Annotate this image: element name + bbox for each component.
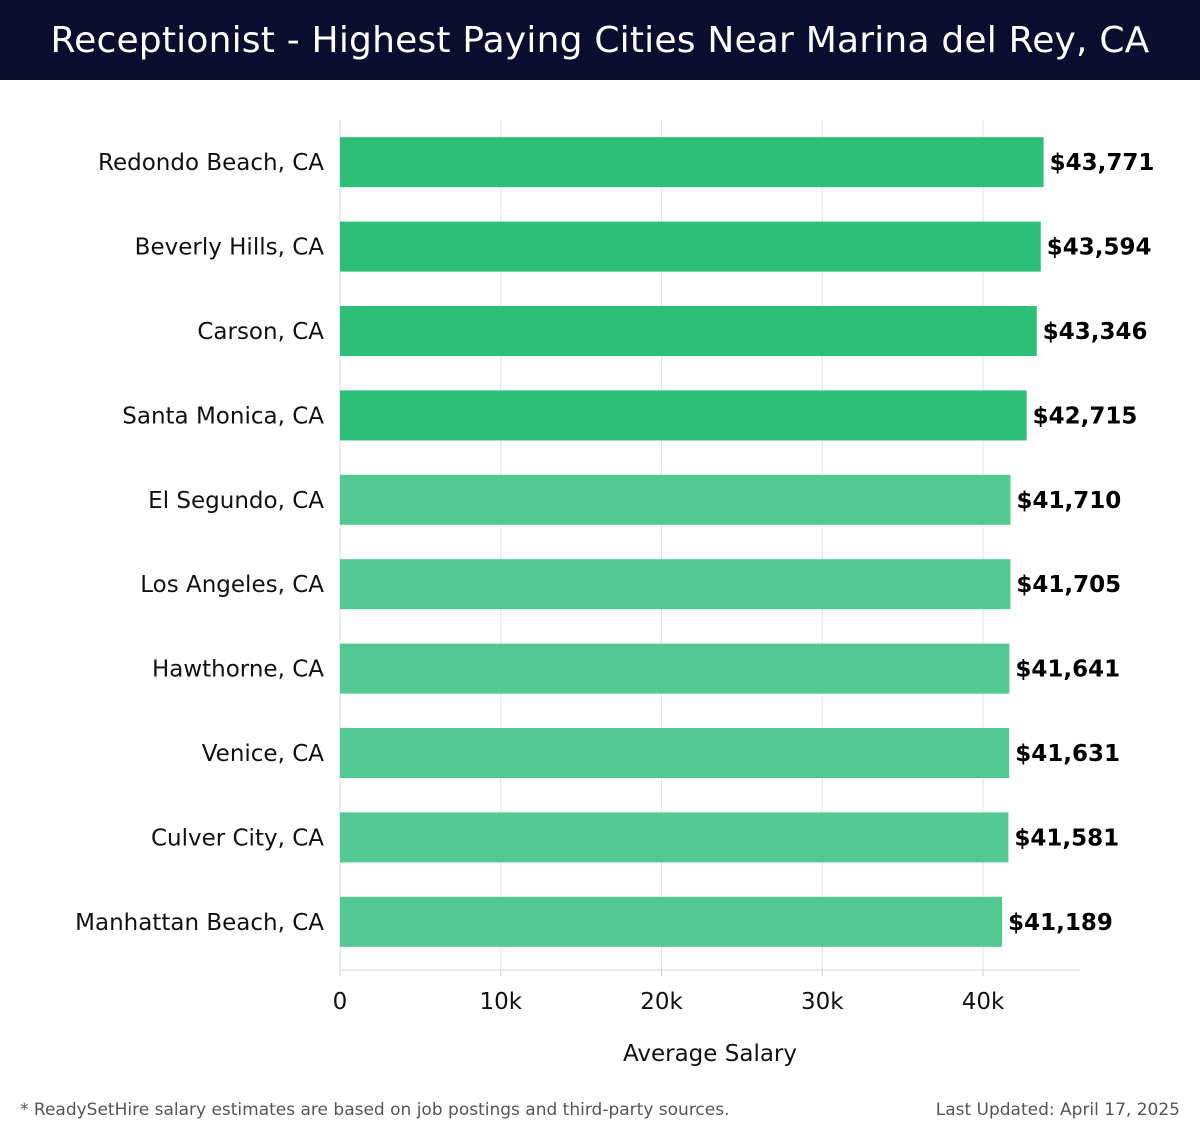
data-label: $41,189 xyxy=(1008,910,1113,936)
chart-title: Receptionist - Highest Paying Cities Nea… xyxy=(50,19,1150,61)
bar xyxy=(340,896,1003,947)
data-label: $41,641 xyxy=(1015,657,1120,683)
data-label: $41,581 xyxy=(1014,825,1119,851)
last-updated: Last Updated: April 17, 2025 xyxy=(935,1100,1180,1120)
tick-label: 30k xyxy=(801,989,844,1015)
tick-label: 20k xyxy=(640,989,683,1015)
category-label: Santa Monica, CA xyxy=(122,403,324,429)
data-label: $43,771 xyxy=(1050,150,1155,176)
bar xyxy=(340,812,1009,863)
chart-header: Receptionist - Highest Paying Cities Nea… xyxy=(0,0,1200,80)
tick-label: 0 xyxy=(333,989,348,1015)
category-label: Hawthorne, CA xyxy=(152,657,324,683)
tick-label: 10k xyxy=(479,989,522,1015)
category-label: El Segundo, CA xyxy=(148,488,324,514)
category-label: Los Angeles, CA xyxy=(140,572,324,598)
category-label: Manhattan Beach, CA xyxy=(75,910,324,936)
bar xyxy=(340,559,1011,610)
tick-label: 40k xyxy=(962,989,1005,1015)
bar xyxy=(340,643,1010,694)
bar xyxy=(340,728,1010,778)
data-label: $41,631 xyxy=(1015,741,1120,767)
bar xyxy=(340,306,1037,356)
category-label: Carson, CA xyxy=(197,319,324,345)
data-label: $43,346 xyxy=(1043,319,1148,345)
footer-note: * ReadySetHire salary estimates are base… xyxy=(20,1100,730,1120)
data-label: $43,594 xyxy=(1047,235,1152,261)
data-label: $41,705 xyxy=(1016,572,1121,598)
bar xyxy=(340,474,1011,525)
x-axis-title: Average Salary xyxy=(623,1041,797,1067)
category-label: Culver City, CA xyxy=(151,825,324,851)
salary-bar-chart: Redondo Beach, CA $43,771 Beverly Hills, C… xyxy=(75,120,1155,1067)
category-label: Redondo Beach, CA xyxy=(98,150,324,176)
category-label: Beverly Hills, CA xyxy=(135,235,325,261)
bar xyxy=(340,137,1044,188)
data-label: $41,710 xyxy=(1016,488,1121,514)
bar xyxy=(340,390,1027,441)
data-label: $42,715 xyxy=(1033,403,1138,429)
category-label: Venice, CA xyxy=(202,741,325,767)
bar xyxy=(340,221,1041,272)
